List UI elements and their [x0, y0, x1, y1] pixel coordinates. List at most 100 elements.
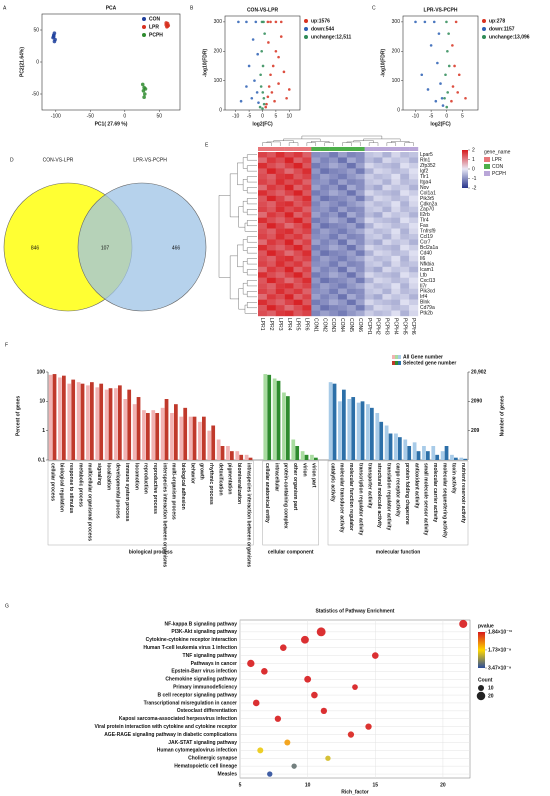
bubble — [459, 619, 468, 628]
heatmap-cell — [320, 272, 330, 278]
heatmap-cell — [364, 212, 374, 218]
heatmap-cell — [364, 206, 374, 213]
heatmap-cell — [373, 288, 383, 295]
heatmap-cell — [275, 272, 285, 278]
heatmap-cell — [311, 277, 321, 284]
heatmap-cell — [275, 168, 285, 175]
bar — [76, 382, 81, 460]
legend-swatch — [484, 164, 490, 169]
plot-frame — [239, 619, 471, 779]
heatmap-cell — [400, 277, 410, 284]
heatmap-cell — [400, 162, 410, 169]
heatmap-cell — [382, 272, 392, 278]
heatmap-cell — [338, 239, 348, 246]
heatmap-cell — [311, 152, 321, 158]
x-tick-label: 10 — [305, 782, 311, 788]
data-point — [140, 82, 145, 87]
x-tick-label: multicellular organismal process — [87, 463, 93, 541]
heatmap-cell — [302, 168, 312, 175]
heatmap-cell — [329, 244, 339, 251]
heatmap-cell — [338, 277, 348, 284]
legend-label: unchange:12,511 — [311, 34, 352, 40]
bar — [342, 389, 346, 460]
heatmap-cell — [311, 294, 321, 300]
heatmap-cell — [266, 206, 276, 213]
data-point — [260, 49, 263, 53]
column-annotation — [355, 147, 365, 151]
heatmap-cell — [409, 168, 419, 175]
heatmap-cell — [400, 223, 410, 229]
data-point — [432, 20, 436, 24]
data-point — [143, 87, 148, 91]
legend-swatch — [398, 355, 401, 359]
heatmap-cell — [266, 261, 276, 267]
heatmap-cell — [400, 201, 410, 207]
heatmap-cell — [302, 288, 312, 295]
heatmap-cell — [346, 201, 356, 207]
heatmap-cell — [275, 288, 285, 295]
heatmap-cell — [311, 299, 321, 306]
y-tick-label: Cholinergic synapse — [188, 756, 237, 762]
column-annotation — [373, 147, 383, 151]
heatmap-cell — [311, 173, 321, 180]
x-tick-label: nutrient reservoir activity — [460, 463, 466, 523]
data-point — [464, 96, 467, 100]
row-label: Itga4 — [420, 179, 431, 185]
set-label: CON-VS-LPR — [43, 157, 74, 163]
heatmap-cell — [275, 223, 285, 229]
heatmap-cell — [293, 250, 303, 257]
heatmap-cell — [293, 234, 303, 240]
panel-letter: G — [5, 603, 9, 609]
heatmap-cell — [346, 305, 356, 311]
heatmap-cell — [258, 173, 268, 180]
data-point — [434, 99, 438, 103]
heatmap-cell — [284, 157, 294, 164]
bar — [136, 397, 141, 460]
data-point — [264, 105, 268, 109]
row-label: Ccr7 — [420, 240, 431, 246]
heatmap-cell — [355, 206, 365, 213]
x-tick-label: 20 — [440, 782, 446, 788]
bar — [207, 430, 212, 460]
heatmap-cell — [293, 228, 303, 235]
bubble — [372, 652, 379, 659]
heatmap-cell — [320, 288, 330, 295]
heatmap-cell — [364, 179, 374, 185]
heatmap-cell — [258, 250, 268, 257]
y-tick-label: Kaposi sarcoma-associated herpesvirus in… — [119, 716, 237, 722]
legend-swatch — [392, 361, 395, 365]
heatmap-cell — [382, 299, 392, 306]
data-point — [274, 20, 278, 24]
data-point — [262, 102, 266, 106]
heatmap-cell — [293, 212, 303, 218]
heatmap-cell — [338, 168, 348, 175]
heatmap-cell — [382, 190, 392, 196]
heatmap-cell — [320, 255, 330, 262]
column-annotation — [258, 147, 268, 151]
heatmap-cell — [364, 288, 374, 295]
heatmap-cell — [355, 212, 365, 218]
x-tick-label: protein folding chaperone — [404, 463, 410, 525]
data-point — [260, 20, 264, 24]
x-tick-label: catalytic activity — [329, 463, 335, 502]
heatmap-cell — [311, 266, 321, 273]
bar — [328, 382, 333, 460]
heatmap-cell — [329, 283, 339, 289]
heatmap-cell — [275, 162, 285, 169]
column-annotation — [364, 147, 374, 151]
row-label: Cdkn2a — [420, 201, 437, 207]
legend-label: CON — [492, 164, 504, 170]
plot-frame — [41, 13, 181, 111]
heatmap-cell — [364, 239, 374, 246]
heatmap-cell — [400, 261, 410, 267]
heatmap-cell — [284, 277, 294, 284]
heatmap-cell — [302, 250, 312, 257]
heatmap-cell — [373, 294, 383, 300]
legend-swatch — [482, 27, 486, 31]
panel-letter: C — [372, 5, 376, 11]
heatmap-cell — [355, 217, 365, 224]
column-label: LPR1 — [259, 318, 265, 331]
column-label: PCPH1 — [366, 318, 372, 335]
colorbar-tick-label: 1.73×10⁻⁹ — [488, 647, 512, 653]
heatmap-cell — [338, 184, 348, 191]
